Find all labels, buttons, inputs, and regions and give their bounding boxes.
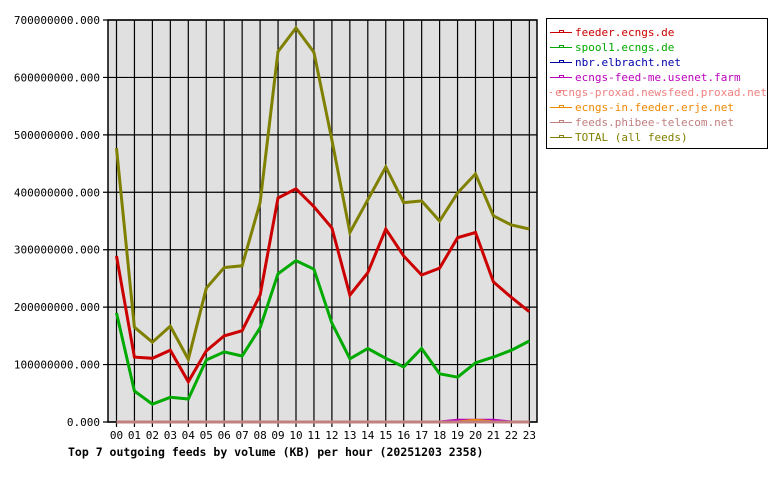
- x-axis: 00 01 02 03 04 05 06 07 08 09 10 11 12 13 14 15 16 17 18 19…: [110, 429, 536, 442]
- legend-item: feeds.phibee-telecom.net: [547, 115, 767, 130]
- legend-item: ecngs-feed-me.usenet.farm: [547, 70, 767, 85]
- series-line-total-all-feeds-: [115, 25, 530, 364]
- x-tick-label: 08: [253, 429, 266, 442]
- x-tick-label: 01: [128, 429, 141, 442]
- x-tick-label: 00: [110, 429, 123, 442]
- series-line-spool1-ecngs-de: [115, 258, 530, 406]
- legend-label: TOTAL (all feeds): [575, 131, 688, 144]
- legend-line-marker-icon: [550, 28, 572, 37]
- x-tick-label: 18: [433, 429, 446, 442]
- y-tick-label: 600000000.000: [14, 71, 100, 84]
- legend-item: ecngs-proxad.newsfeed.proxad.net: [547, 85, 767, 100]
- legend-line-marker-icon: [550, 133, 572, 142]
- x-tick-label: 09: [271, 429, 284, 442]
- x-tick-label: 20: [469, 429, 482, 442]
- legend-label: feeder.ecngs.de: [575, 26, 675, 39]
- x-tick-label: 17: [415, 429, 428, 442]
- legend-line-marker-icon: [550, 88, 564, 97]
- x-tick-label: 04: [182, 429, 196, 442]
- legend-line-marker-icon: [550, 73, 572, 82]
- chart-title: Top 7 outgoing feeds by volume (KB) per …: [68, 445, 484, 459]
- legend-line-marker-icon: [550, 58, 572, 67]
- gridlines: [103, 19, 538, 427]
- legend-label: feeds.phibee-telecom.net: [575, 116, 734, 129]
- legend-label: spool1.ecngs.de: [575, 41, 675, 54]
- x-tick-label: 16: [397, 429, 410, 442]
- x-tick-label: 06: [218, 429, 231, 442]
- y-tick-label: 500000000.000: [14, 129, 100, 142]
- x-tick-label: 10: [289, 429, 302, 442]
- x-tick-label: 22: [505, 429, 518, 442]
- legend-item: spool1.ecngs.de: [547, 40, 767, 55]
- legend-item: nbr.elbracht.net: [547, 55, 767, 70]
- chart-legend: feeder.ecngs.de spool1.ecngs.de nbr.elbrac…: [546, 18, 768, 149]
- legend-item: feeder.ecngs.de: [547, 25, 767, 40]
- series-line-feeder-ecngs-de: [115, 186, 531, 385]
- data-series: [115, 25, 531, 424]
- x-tick-label: 23: [523, 429, 536, 442]
- legend-line-marker-icon: [550, 118, 572, 127]
- legend-label: ecngs-feed-me.usenet.farm: [575, 71, 741, 84]
- legend-line-marker-icon: [550, 103, 572, 112]
- x-tick-label: 05: [200, 429, 213, 442]
- y-tick-label: 300000000.000: [14, 244, 100, 257]
- x-tick-label: 15: [379, 429, 392, 442]
- legend-label: ecngs-proxad.newsfeed.proxad.net: [555, 86, 767, 99]
- x-tick-label: 07: [236, 429, 249, 442]
- legend-item: TOTAL (all feeds): [547, 130, 767, 145]
- plot-area: [108, 20, 537, 422]
- legend-label: ecngs-in.feeder.erje.net: [575, 101, 734, 114]
- x-tick-label: 02: [146, 429, 159, 442]
- y-tick-label: 200000000.000: [14, 301, 100, 314]
- y-tick-label: 100000000.000: [14, 359, 100, 372]
- legend-line-marker-icon: [550, 43, 572, 52]
- x-tick-label: 13: [343, 429, 356, 442]
- x-tick-label: 12: [325, 429, 338, 442]
- x-tick-label: 21: [487, 429, 500, 442]
- legend-item: ecngs-in.feeder.erje.net: [547, 100, 767, 115]
- y-tick-label: 400000000.000: [14, 186, 100, 199]
- y-tick-label: 700000000.000: [14, 14, 100, 27]
- x-tick-label: 14: [361, 429, 375, 442]
- legend-label: nbr.elbracht.net: [575, 56, 681, 69]
- x-tick-label: 03: [164, 429, 177, 442]
- x-tick-label: 11: [307, 429, 320, 442]
- y-axis: 0.000 100000000.000 200000000.000 300000000…: [14, 14, 100, 429]
- y-tick-label: 0.000: [67, 416, 100, 429]
- x-tick-label: 19: [451, 429, 464, 442]
